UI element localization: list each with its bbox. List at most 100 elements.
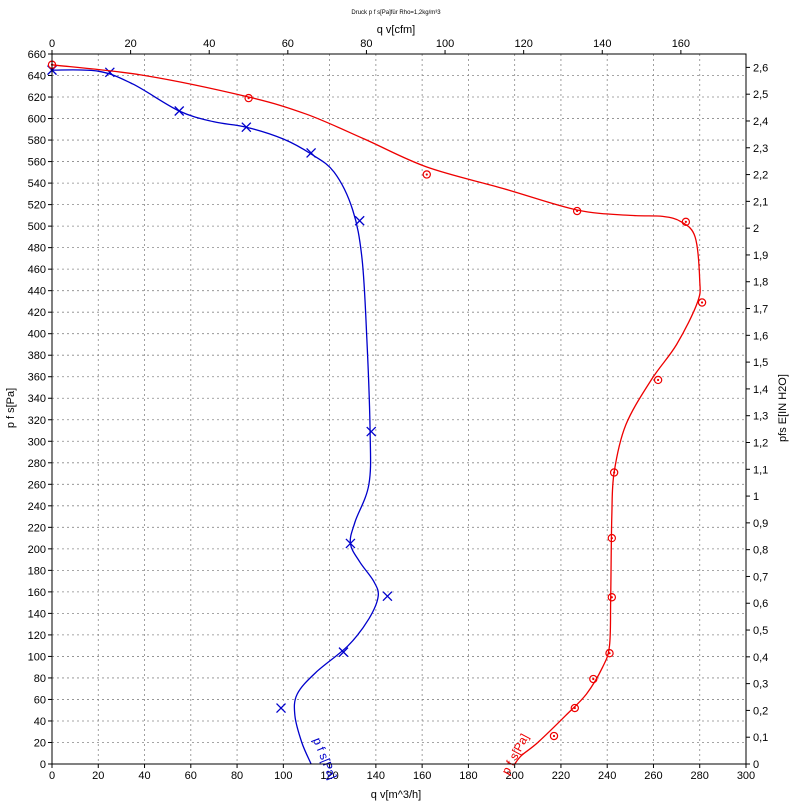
marker-ring (422, 170, 431, 179)
marker-stroke (354, 215, 365, 226)
marker-stroke (174, 106, 185, 116)
marker-stroke (276, 703, 286, 714)
y-tick-label: 180 (28, 565, 46, 577)
y2-tick-label: 0,7 (753, 571, 768, 583)
data-point-marker (697, 298, 707, 307)
data-point-marker (607, 593, 617, 602)
series-line (51, 64, 701, 765)
y2-tick-label: 1,4 (753, 384, 768, 396)
axes: 0 20 40 60 80 100 120 140 160 180 200 220 240 260 280 3… (28, 38, 769, 782)
x-tick-label: 200 (505, 770, 523, 782)
y2-tick-label: 0,5 (753, 625, 768, 637)
y2-tick-label: 0,2 (753, 705, 768, 717)
y2-tick-label: 1,3 (753, 411, 768, 423)
marker-dot (576, 209, 579, 213)
y2-tick-label: 2 (753, 223, 759, 235)
marker-ring (605, 648, 614, 658)
y-tick-label: 140 (28, 608, 46, 620)
x-tick-label: 260 (644, 770, 662, 782)
marker-dot (552, 734, 556, 738)
x-tick-label: 180 (459, 770, 477, 782)
y2-tick-label: 2,5 (753, 89, 768, 101)
marker-dot (247, 97, 250, 100)
x-tick-label: 300 (737, 770, 755, 782)
data-point-marker (306, 148, 317, 158)
marker-dot (700, 301, 704, 304)
right-y-axis-title: pfs E[IN H2O] (777, 374, 789, 442)
y-tick-label: 240 (28, 501, 46, 513)
x2-tick-label: 20 (124, 38, 136, 50)
y-tick-label: 60 (34, 694, 46, 706)
marker-ring (572, 206, 582, 216)
y2-tick-label: 2,2 (753, 170, 768, 182)
marker-dot (613, 471, 616, 474)
x-tick-label: 140 (367, 770, 385, 782)
chart-title: Druck p f s[Pa]für Rho=1,2kg/m³3 (351, 10, 441, 16)
y2-tick-label: 1 (753, 491, 759, 503)
marker-ring (607, 533, 617, 543)
y-tick-label: 400 (28, 329, 46, 341)
data-point-marker (345, 538, 356, 549)
y2-tick-label: 0,3 (753, 679, 768, 691)
y-tick-label: 420 (28, 307, 46, 319)
x-tick-label: 240 (598, 770, 616, 782)
data-point-marker (549, 731, 559, 741)
data-point-marker (104, 67, 115, 78)
marker-dot (592, 677, 595, 681)
x2-tick-label: 120 (514, 38, 532, 50)
y-tick-label: 100 (28, 651, 46, 663)
data-point-marker (653, 375, 663, 385)
marker-dot (684, 220, 687, 223)
marker-ring (697, 298, 707, 307)
y-tick-label: 80 (34, 673, 46, 685)
data-point-marker (589, 674, 598, 684)
marker-dot (425, 173, 428, 176)
marker-stroke (306, 148, 317, 158)
x2-tick-label: 60 (282, 38, 294, 50)
y-tick-label: 460 (28, 264, 46, 276)
marker-stroke (345, 538, 356, 549)
marker-stroke (338, 647, 349, 658)
y-tick-label: 220 (28, 522, 46, 534)
marker-ring (589, 674, 598, 684)
x-tick-label: 120 (320, 770, 338, 782)
y-tick-label: 560 (28, 157, 46, 169)
y2-tick-label: 1,1 (753, 464, 768, 476)
y2-tick-label: 1,5 (753, 357, 768, 369)
marker-ring (653, 375, 663, 385)
y-tick-label: 200 (28, 544, 46, 556)
data-point-marker (241, 122, 252, 133)
y2-tick-label: 1,6 (753, 330, 768, 342)
x-tick-label: 160 (413, 770, 431, 782)
x2-tick-label: 0 (49, 38, 55, 50)
data-point-marker (338, 647, 349, 658)
data-point-marker (570, 703, 580, 713)
data-point-marker (605, 648, 614, 658)
y-tick-label: 620 (28, 92, 46, 104)
marker-ring (681, 217, 691, 227)
data-point-marker (174, 106, 185, 116)
data-point-marker (382, 591, 393, 602)
marker-ring (609, 468, 619, 477)
y2-tick-label: 0,1 (753, 732, 768, 744)
marker-dot (610, 536, 613, 540)
y-tick-label: 380 (28, 350, 46, 362)
marker-ring (570, 703, 580, 713)
y2-tick-label: 0,8 (753, 545, 768, 557)
marker-dot (608, 652, 611, 655)
x-tick-label: 20 (92, 770, 104, 782)
x2-tick-label: 140 (593, 38, 611, 50)
data-point-marker (276, 703, 286, 714)
y-tick-label: 320 (28, 415, 46, 427)
marker-stroke (104, 67, 115, 78)
x-tick-label: 60 (185, 770, 197, 782)
y2-tick-label: 1,7 (753, 304, 768, 316)
y-tick-label: 340 (28, 393, 46, 405)
data-point-marker (366, 426, 377, 437)
y-tick-label: 0 (40, 759, 46, 771)
data-point-marker (422, 170, 431, 179)
top-x-axis-title: q v[cfm] (377, 24, 416, 36)
data-point-marker (681, 217, 691, 227)
x-tick-label: 40 (138, 770, 150, 782)
